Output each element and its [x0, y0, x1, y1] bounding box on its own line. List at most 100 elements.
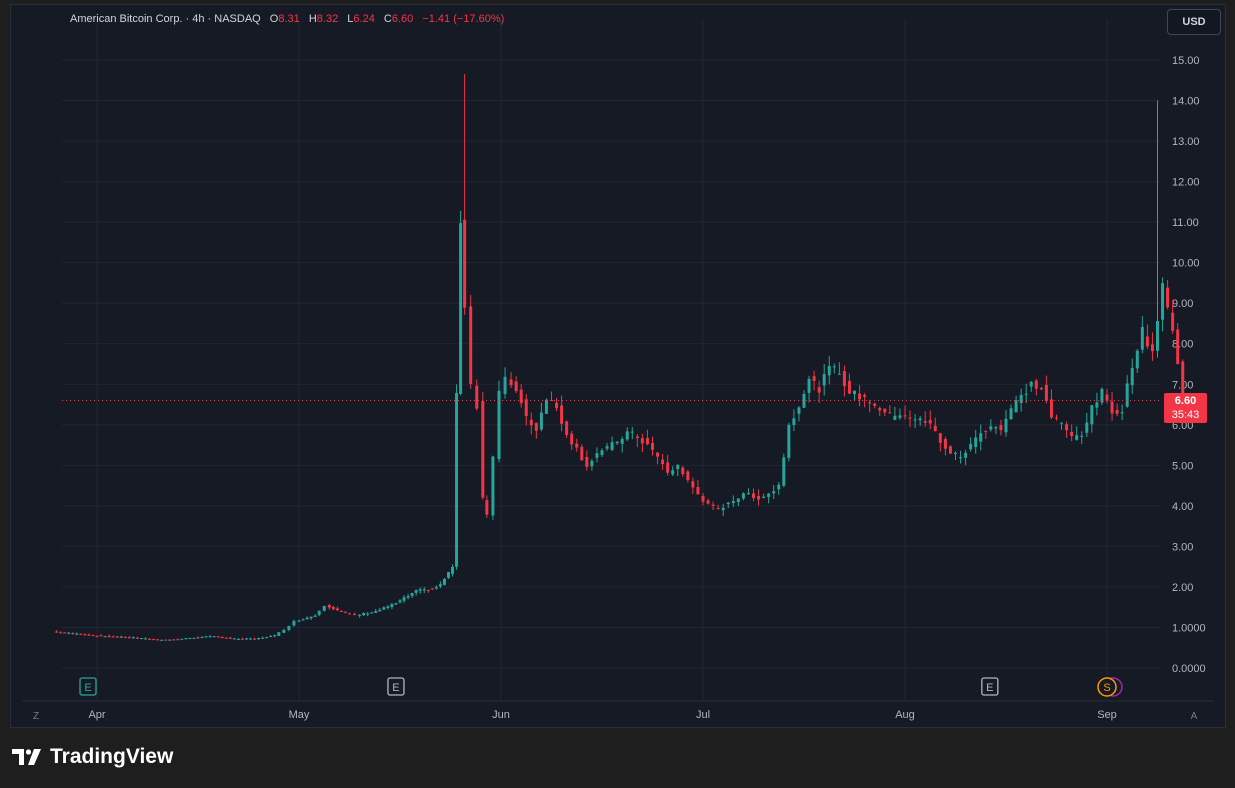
currency-button[interactable]: USD	[1167, 9, 1221, 35]
candle-body	[610, 442, 614, 450]
candle-body	[442, 578, 446, 585]
y-tick-label: 15.00	[1172, 55, 1200, 67]
candle-body	[240, 638, 244, 640]
candle-body	[390, 604, 394, 608]
candle-body	[691, 481, 695, 488]
candle-body	[348, 613, 351, 615]
candle-body	[273, 635, 277, 637]
change-value: −1.41 (−17.60%)	[422, 13, 505, 25]
candle-body	[933, 425, 937, 432]
event-marker-label: E	[986, 682, 993, 694]
candle-body	[595, 453, 599, 458]
candle-body	[964, 452, 968, 458]
candle-body	[666, 462, 670, 473]
y-tick-label: 12.00	[1172, 177, 1200, 189]
candle-body	[519, 389, 523, 404]
candle-body	[878, 408, 882, 411]
candle-body	[135, 637, 139, 639]
close-label: C	[383, 13, 392, 25]
candle-body	[1049, 399, 1053, 418]
candle-body	[75, 633, 79, 635]
candle-body	[382, 607, 386, 610]
y-tick-label: 0.0000	[1172, 663, 1206, 675]
candle-body	[716, 508, 720, 510]
candle-body	[908, 417, 912, 419]
candle-body	[358, 614, 362, 616]
y-tick-label: 13.00	[1172, 136, 1200, 148]
candle-body	[402, 597, 406, 601]
candle-body	[59, 632, 63, 634]
candle-body	[410, 593, 414, 596]
candle-body	[287, 625, 291, 630]
candle-body	[485, 500, 489, 515]
candle-body	[600, 450, 604, 455]
candle-body	[696, 487, 700, 495]
candle-body	[1120, 412, 1124, 414]
candle-body	[731, 501, 735, 504]
candle-body	[257, 637, 261, 640]
candle-body	[1176, 329, 1180, 365]
candle-body	[640, 438, 644, 444]
candle-body	[969, 443, 973, 450]
candle-body	[767, 493, 771, 498]
candle-body	[645, 438, 649, 445]
candle-body	[888, 412, 892, 414]
candle-body	[1019, 394, 1023, 404]
candle-body	[656, 452, 660, 457]
candle-body	[999, 425, 1003, 431]
candle-body	[1166, 287, 1170, 308]
x-tick-label: Aug	[895, 709, 915, 721]
low-value: 6.24	[353, 13, 375, 25]
candle-body	[115, 636, 119, 638]
candle-body	[853, 390, 856, 395]
candle-body	[1130, 367, 1134, 386]
candle-body	[1014, 400, 1018, 413]
candle-body	[812, 376, 816, 382]
candle-body	[605, 446, 609, 449]
candle-body	[322, 605, 326, 611]
price-chart[interactable]: 15.0014.0013.0012.0011.0010.009.008.007.…	[0, 0, 1235, 740]
high-value: 8.32	[316, 13, 339, 25]
candle-body	[434, 587, 438, 589]
candle-body	[1075, 435, 1079, 440]
candle-body	[1110, 401, 1114, 414]
candle-body	[475, 385, 479, 409]
candle-body	[168, 639, 172, 641]
candle-body	[550, 400, 553, 402]
candle-body	[164, 639, 168, 641]
candle-body	[481, 400, 485, 498]
candle-body	[236, 638, 240, 640]
candle-body	[362, 613, 366, 616]
candle-body	[398, 600, 402, 603]
candle-body	[1060, 422, 1064, 424]
candle-body	[1044, 384, 1048, 401]
candle-body	[269, 636, 273, 638]
candle-body	[1181, 361, 1185, 403]
candle-body	[188, 638, 192, 640]
candle-body	[994, 427, 998, 429]
candle-body	[1171, 312, 1175, 331]
candle-body	[1090, 405, 1094, 425]
candle-body	[370, 612, 374, 614]
candle-body	[575, 443, 579, 448]
candle-body	[317, 610, 321, 615]
candle-body	[127, 637, 131, 639]
candle-body	[752, 493, 755, 499]
candle-body	[746, 493, 750, 495]
candle-body	[928, 419, 932, 424]
candle-body	[570, 433, 574, 445]
candle-body	[95, 635, 99, 637]
candle-body	[802, 393, 806, 408]
candle-body	[297, 620, 301, 622]
event-marker	[387, 677, 405, 696]
candle-body	[339, 610, 343, 612]
candle-body	[261, 637, 265, 639]
candle-body	[301, 619, 305, 621]
candle-body	[651, 443, 654, 450]
candle-body	[143, 638, 147, 640]
candle-body	[204, 636, 208, 638]
candle-body	[491, 456, 495, 516]
event-marker-label: S	[1103, 682, 1110, 694]
candle-body	[309, 616, 313, 619]
brand-footer[interactable]: TradingView	[12, 745, 173, 769]
